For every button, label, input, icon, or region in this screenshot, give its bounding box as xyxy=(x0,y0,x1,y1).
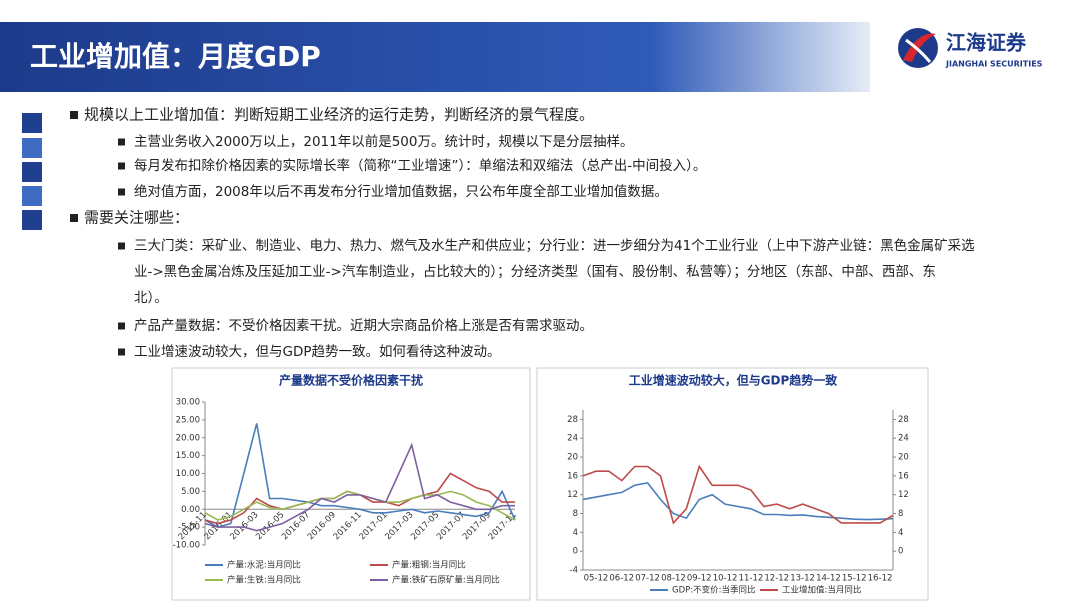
sub-bullet-text: 产品产量数据：不受价格因素干扰。近期大宗商品价格上涨是否有需求驱动。 xyxy=(134,318,593,334)
sub-bullet-text: 业->黑色金属冶炼及压延加工业->汽车制造业，占比较大的）；分经济类型（国有、股… xyxy=(134,263,936,280)
side-squares xyxy=(22,113,42,230)
y-tick-label: 15.00 xyxy=(176,451,200,461)
y-tick-label: 5.00 xyxy=(181,487,200,497)
y-tick-label: 0.00 xyxy=(181,505,200,515)
sub-bullet-text: 绝对值方面，2008年以后不再发布分行业增加值数据，只公布年度全部工业增加值数据… xyxy=(134,183,668,200)
y2-tick-label: 24 xyxy=(898,434,909,444)
chart-title: 工业增速波动较大，但与GDP趋势一致 xyxy=(629,373,839,388)
sub-bullet-text: 工业增速波动较大，但与GDP趋势一致。如何看待这种波动。 xyxy=(134,343,501,360)
y2-tick-label: 12 xyxy=(898,490,909,500)
y2-tick-label: 20 xyxy=(898,453,909,463)
x-tick-label: 10-12 xyxy=(713,574,738,584)
y2-tick-label: 4 xyxy=(898,528,903,538)
y-tick-label: 30.00 xyxy=(176,398,200,408)
series-line xyxy=(204,442,515,532)
x-tick-label: 15-12 xyxy=(842,574,867,584)
logo-name: 江海证券 xyxy=(946,31,1027,55)
legend-label: 产量:水泥:当月同比 xyxy=(227,560,301,571)
y2-tick-label: 16 xyxy=(898,471,909,481)
y-tick-label: -4 xyxy=(570,566,578,576)
y-tick-label: 16 xyxy=(567,471,578,481)
sub-bullet-text: 北）。 xyxy=(134,290,168,306)
y-tick-label: 25.00 xyxy=(176,415,200,425)
sub-bullet-marker xyxy=(118,162,125,170)
series-line xyxy=(204,423,516,528)
y-tick-label: -10.00 xyxy=(173,541,200,551)
bullet-marker xyxy=(70,214,78,222)
y2-tick-label: 0 xyxy=(898,547,903,557)
y-tick-label: 24 xyxy=(567,434,578,444)
x-tick-label: 06-12 xyxy=(609,574,634,584)
y2-tick-label: 8 xyxy=(898,509,903,519)
x-tick-label: 08-12 xyxy=(661,574,686,584)
chart-frame xyxy=(536,367,929,601)
y-tick-label: 20.00 xyxy=(176,433,200,443)
x-tick-label: 07-12 xyxy=(635,574,660,584)
y-tick-label: 20 xyxy=(567,453,578,463)
x-tick-label: 13-12 xyxy=(790,574,815,584)
y-tick-label: 0 xyxy=(573,547,578,557)
y-tick-label: 8 xyxy=(573,509,578,519)
sub-bullet-marker xyxy=(118,242,125,250)
series-line xyxy=(582,482,894,521)
sub-bullet-marker xyxy=(118,188,125,196)
series-line xyxy=(582,464,894,525)
legend-label: 产量:铁矿石原矿量:当月同比 xyxy=(392,575,500,586)
y-tick-label: 12 xyxy=(567,490,578,500)
legend-label: 产量:粗钢:当月同比 xyxy=(392,560,466,571)
bullet-text: 需要关注哪些： xyxy=(84,209,189,227)
y-tick-label: 4 xyxy=(573,528,578,538)
y-tick-label: 10.00 xyxy=(176,469,200,479)
x-tick-label: 16-12 xyxy=(868,574,893,584)
logo-sub: JIANGHAI SECURITIES xyxy=(945,60,1043,69)
sub-bullet-marker xyxy=(118,322,125,330)
y2-tick-label: 28 xyxy=(898,415,909,425)
legend-label: GDP:不变价:当季同比 xyxy=(672,585,756,596)
legend-label: 工业增加值:当月同比 xyxy=(782,585,861,596)
x-tick-label: 14-12 xyxy=(816,574,841,584)
slide-title: 工业增加值：月度GDP xyxy=(30,40,321,73)
sub-bullet-text: 三大门类：采矿业、制造业、电力、热力、燃气及水生产和供应业；分行业：进一步细分为… xyxy=(134,237,975,254)
sub-bullet-marker xyxy=(118,138,125,146)
x-tick-label: 11-12 xyxy=(739,574,764,584)
logo: 江海证券 JIANGHAI SECURITIES xyxy=(898,28,1043,69)
legend-label: 产量:生铁:当月同比 xyxy=(227,575,301,586)
sub-bullet-text: 每月发布扣除价格因素的实际增长率（简称“工业增速”）：单缩法和双缩法（总产出-中… xyxy=(134,157,706,174)
x-tick-label: 09-12 xyxy=(687,574,712,584)
sub-bullet-text: 主营业务收入2000万以上，2011年以前是500万。统计时，规模以下是分层抽样… xyxy=(134,133,633,150)
bullet-marker xyxy=(70,111,78,119)
header-band xyxy=(0,22,870,92)
chart-frame xyxy=(171,367,531,601)
chart-title: 产量数据不受价格因素干扰 xyxy=(279,373,423,388)
y-tick-label: 28 xyxy=(567,415,578,425)
bullet-text: 规模以上工业增加值：判断短期工业经济的运行走势，判断经济的景气程度。 xyxy=(84,106,594,124)
x-tick-label: 12-12 xyxy=(764,574,789,584)
x-tick-label: 05-12 xyxy=(584,574,609,584)
sub-bullet-marker xyxy=(118,348,125,356)
y-tick-label: -5.00 xyxy=(178,523,200,533)
